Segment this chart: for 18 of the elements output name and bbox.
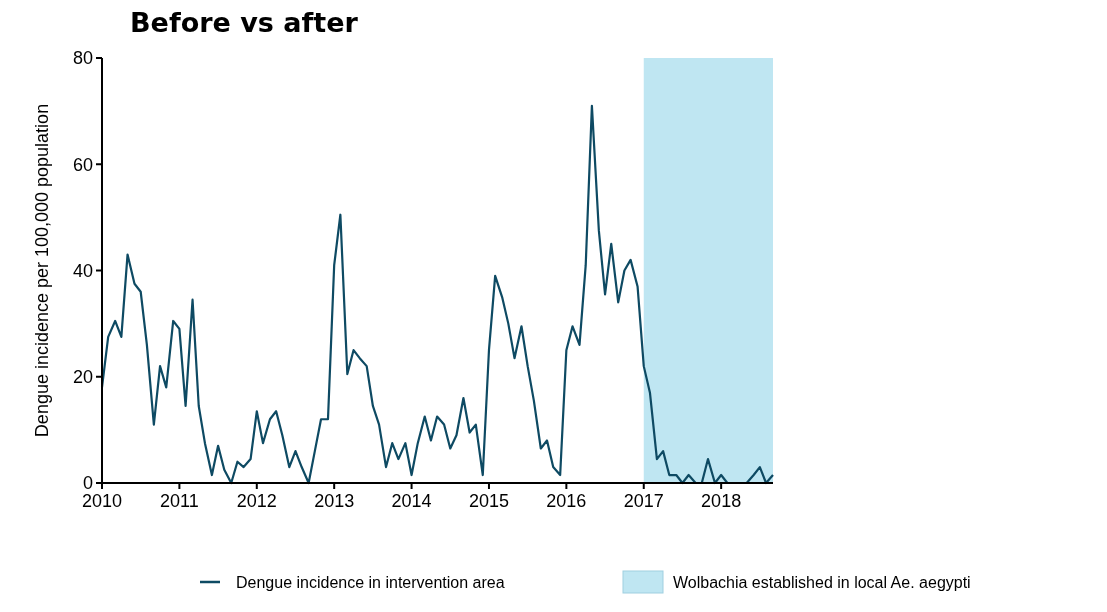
x-tick-label: 2015 xyxy=(468,491,509,511)
x-tick-label: 2018 xyxy=(701,491,742,511)
x-tick-label: 2013 xyxy=(314,491,355,511)
y-tick-label: 40 xyxy=(72,260,93,281)
legend-label: Wolbachia established in local Ae. aegypti xyxy=(673,573,971,591)
y-tick-label: 20 xyxy=(72,367,93,388)
y-tick-label: 60 xyxy=(72,154,93,175)
y-tick-label: 0 xyxy=(82,473,93,494)
x-tick-label: 2012 xyxy=(236,491,277,511)
y-tick-label: 80 xyxy=(72,48,93,69)
chart-title: Before vs after xyxy=(130,7,359,38)
x-tick-label: 2016 xyxy=(546,491,587,511)
x-tick-label: 2011 xyxy=(160,491,199,511)
x-tick-label: 2010 xyxy=(81,491,123,511)
y-axis-title: Dengue incidence per 100,000 population xyxy=(32,103,52,438)
legend-label: Dengue incidence in intervention area xyxy=(236,573,505,591)
x-tick-label: 2014 xyxy=(391,491,432,511)
x-tick-label: 2017 xyxy=(623,491,664,511)
